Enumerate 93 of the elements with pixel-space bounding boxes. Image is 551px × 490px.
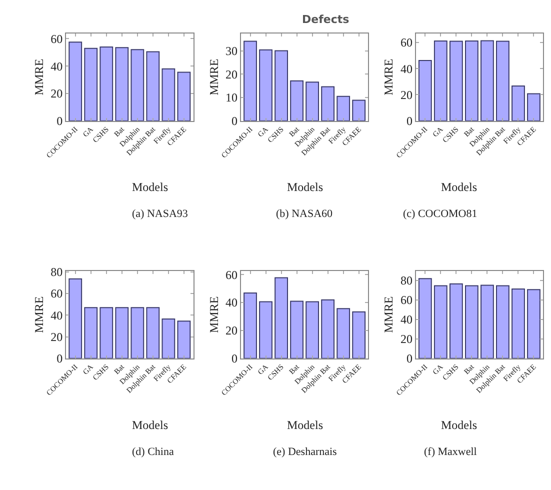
x-axis-title: Models xyxy=(132,418,168,432)
bar xyxy=(244,292,257,358)
y-axis-title: MMRE xyxy=(382,296,396,333)
text: (a) NASA93 xyxy=(132,208,188,220)
bar xyxy=(274,277,288,358)
y-tick-label: 20 xyxy=(50,330,63,344)
bar xyxy=(68,278,82,358)
bar xyxy=(418,278,432,358)
y-tick-label: 40 xyxy=(400,62,412,76)
bar xyxy=(464,285,478,358)
text: Defects xyxy=(302,13,350,26)
bar xyxy=(321,86,335,121)
bar xyxy=(352,311,366,358)
bar xyxy=(352,100,366,121)
bar xyxy=(527,289,540,358)
y-tick-label: 60 xyxy=(400,36,412,50)
bar xyxy=(146,307,160,358)
bar xyxy=(527,93,540,121)
y-tick-label: 0 xyxy=(232,352,238,366)
text: (b) NASA60 xyxy=(276,208,334,220)
y-tick-label: 30 xyxy=(226,44,238,58)
y-axis-title: MMRE xyxy=(206,58,221,96)
text: (e) Desharnais xyxy=(273,446,337,458)
bar xyxy=(146,51,160,121)
x-axis-title: Models xyxy=(132,180,168,194)
bar xyxy=(290,300,304,358)
bar xyxy=(464,40,478,121)
y-tick-label: 20 xyxy=(226,67,238,82)
bar xyxy=(321,299,335,358)
y-tick-label: 0 xyxy=(56,114,63,128)
bar xyxy=(259,49,272,121)
x-axis-title: Models xyxy=(287,180,324,194)
bar xyxy=(274,50,288,121)
bar xyxy=(259,301,272,358)
bar xyxy=(68,42,82,121)
bar xyxy=(100,307,114,358)
bar xyxy=(100,46,114,121)
y-tick-label: 80 xyxy=(50,265,63,280)
y-tick-label: 0 xyxy=(406,352,412,366)
y-tick-label: 20 xyxy=(50,86,63,101)
bar xyxy=(480,284,494,358)
bar xyxy=(449,283,463,358)
y-tick-label: 40 xyxy=(400,312,412,327)
y-tick-label: 0 xyxy=(56,352,63,366)
bar xyxy=(336,96,350,121)
text: (f) Maxwell xyxy=(424,446,477,458)
y-tick-label: 60 xyxy=(50,32,63,46)
y-tick-label: 0 xyxy=(232,114,238,128)
bar xyxy=(115,307,129,358)
bar xyxy=(434,40,448,121)
y-tick-label: 60 xyxy=(400,293,412,308)
text: (d) China xyxy=(132,446,174,458)
bar xyxy=(84,307,98,358)
bar xyxy=(306,82,320,121)
bar xyxy=(512,85,525,121)
bar xyxy=(244,40,257,121)
y-tick-label: 20 xyxy=(226,324,238,338)
y-tick-label: 0 xyxy=(406,114,412,128)
bar xyxy=(84,48,98,121)
y-tick-label: 60 xyxy=(226,268,238,282)
y-tick-label: 40 xyxy=(50,308,63,322)
y-tick-label: 20 xyxy=(400,332,412,346)
bar xyxy=(177,320,191,358)
bar xyxy=(115,47,129,121)
y-axis-title: MMRE xyxy=(206,296,221,333)
x-axis-title: Models xyxy=(441,418,478,432)
bar xyxy=(512,288,525,358)
y-tick-label: 10 xyxy=(226,90,238,105)
y-tick-label: 40 xyxy=(50,59,63,74)
bar xyxy=(162,68,176,121)
bar xyxy=(480,40,494,121)
bar xyxy=(177,72,191,121)
bar xyxy=(496,285,510,358)
bar xyxy=(336,308,350,358)
bar xyxy=(496,40,510,121)
bar xyxy=(449,40,463,121)
x-axis-title: Models xyxy=(287,418,324,432)
x-axis-title: Models xyxy=(441,180,478,194)
bar xyxy=(130,49,144,121)
y-axis-title: MMRE xyxy=(382,58,396,96)
y-tick-label: 40 xyxy=(226,296,238,310)
text: (c) COCOMO81 xyxy=(403,208,478,220)
y-tick-label: 20 xyxy=(400,88,412,102)
y-tick-label: 80 xyxy=(400,274,412,288)
bar xyxy=(130,307,144,358)
y-axis-title: MMRE xyxy=(32,296,46,333)
bar xyxy=(434,285,448,358)
bar xyxy=(306,301,320,358)
y-tick-label: 60 xyxy=(50,286,63,301)
bar xyxy=(162,318,176,358)
y-axis-title: MMRE xyxy=(32,58,46,96)
bar xyxy=(290,80,304,121)
bar xyxy=(418,60,432,121)
